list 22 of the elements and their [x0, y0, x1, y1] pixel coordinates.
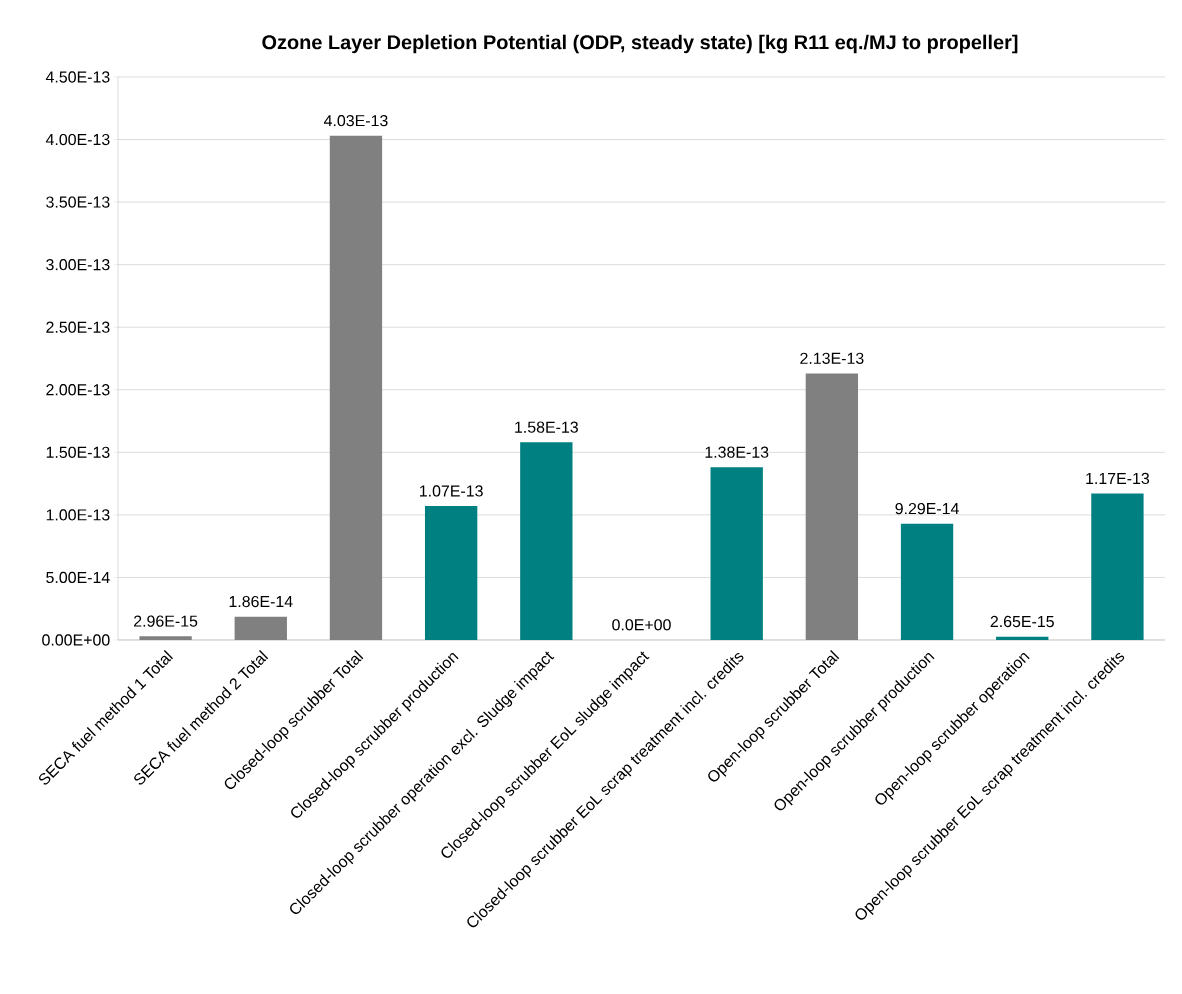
data-label: 9.29E-14 [895, 502, 959, 515]
y-tick-label: 5.00E-14 [46, 571, 110, 584]
data-label: 2.13E-13 [800, 352, 864, 364]
y-tick-label: 1.50E-13 [46, 446, 110, 458]
data-label: 1.86E-14 [229, 595, 293, 608]
data-label: 1.58E-13 [515, 421, 578, 433]
y-tick-label: 0.00E+00 [42, 634, 110, 646]
data-label: 2.96E-15 [134, 615, 198, 627]
y-tick-label: 1.00E-13 [46, 509, 110, 521]
y-tick-label: 2.50E-13 [46, 321, 110, 333]
data-label: 1.38E-13 [705, 446, 769, 458]
data-label: 1.07E-13 [420, 485, 483, 497]
chart-title: Ozone Layer Depletion Potential (ODP, steady state) [kg R11 eq./MJ to propeller] [262, 34, 1018, 54]
y-tick-label: 2.00E-13 [46, 384, 110, 396]
y-tick-label: 3.50E-13 [46, 196, 110, 208]
data-label: 4.03E-13 [323, 114, 388, 127]
data-label: 0.0E+00 [612, 619, 671, 631]
data-label: 1.17E-13 [1086, 472, 1150, 485]
y-tick-label: 4.00E-13 [45, 133, 110, 146]
y-tick-label: 4.50E-13 [45, 71, 110, 83]
y-tick-label: 3.00E-13 [46, 259, 110, 271]
data-label: 2.65E-15 [990, 615, 1054, 628]
